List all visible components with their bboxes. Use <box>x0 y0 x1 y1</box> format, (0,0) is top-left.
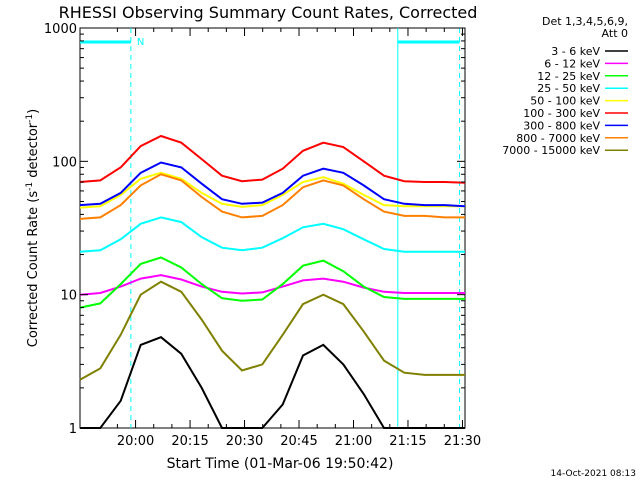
y-axis-label-sup1: -1 <box>25 182 35 191</box>
x-tick-label: 21:15 <box>389 434 426 449</box>
y-axis-label-mid: detector <box>26 122 41 182</box>
x-tick-label: 21:30 <box>444 434 481 449</box>
series-line-7 <box>79 173 465 220</box>
legend-label-3: 25 - 50 keV <box>537 82 600 95</box>
x-tick-label: 20:30 <box>226 434 263 449</box>
plot-frame <box>79 27 466 429</box>
series-line-3 <box>79 216 465 253</box>
series-layer <box>79 134 466 429</box>
timestamp: 14-Oct-2021 08:13 <box>551 469 636 479</box>
night-marker-label: N <box>137 37 144 48</box>
y-tick-label: 1000 <box>44 22 77 37</box>
legend-label-0: 3 - 6 keV <box>551 45 600 58</box>
x-tick-label: 21:00 <box>335 434 372 449</box>
y-axis-label-sup2: -1 <box>25 114 35 123</box>
series-line-0 <box>80 336 465 429</box>
legend-header-line-1: Det 1,3,4,5,6,9, <box>542 15 628 28</box>
x-tick-label: 20:00 <box>117 434 154 449</box>
x-tick-label: 20:45 <box>280 434 317 449</box>
annotations-layer: N <box>80 28 461 428</box>
x-axis-label: Start Time (01-Mar-06 19:50:42) <box>167 456 394 472</box>
y-axis-label: Corrected Count Rate (s-1 detector-1) <box>25 109 41 347</box>
y-tick-label: 1 <box>69 422 77 437</box>
y-axis-label-end: ) <box>26 109 41 114</box>
tick-layer: 20:00 20:15 20:30 20:45 21:00 21:15 21:30 1 10 10… <box>44 22 481 449</box>
series-line-6 <box>79 161 466 208</box>
legend-label-7: 800 - 7000 keV <box>516 132 600 145</box>
y-tick-label: 100 <box>52 155 77 170</box>
y-tick-label: 10 <box>60 289 77 304</box>
legend-label-5: 100 - 300 keV <box>523 107 600 120</box>
series-line-1 <box>79 274 465 296</box>
legend-label-4: 50 - 100 keV <box>530 95 600 108</box>
series-line-4 <box>79 171 465 209</box>
y-axis-label-base: Corrected Count Rate (s <box>26 191 41 348</box>
legend-label-6: 300 - 800 keV <box>523 119 600 132</box>
series-line-8 <box>79 280 465 381</box>
series-line-5 <box>79 134 466 184</box>
plot-area: N 20:00 20:15 20:30 20:45 21:00 21:15 21:30 1 10… <box>44 22 481 449</box>
x-tick-label: 20:15 <box>171 434 208 449</box>
legend-label-1: 6 - 12 keV <box>544 57 600 70</box>
legend-label-8: 7000 - 15000 keV <box>502 144 600 157</box>
legend-label-2: 12 - 25 keV <box>537 70 600 83</box>
series-line-2 <box>79 256 465 309</box>
legend-header-line-2: Att 0 <box>602 27 628 40</box>
chart-title: RHESSI Observing Summary Count Rates, Co… <box>59 3 478 22</box>
